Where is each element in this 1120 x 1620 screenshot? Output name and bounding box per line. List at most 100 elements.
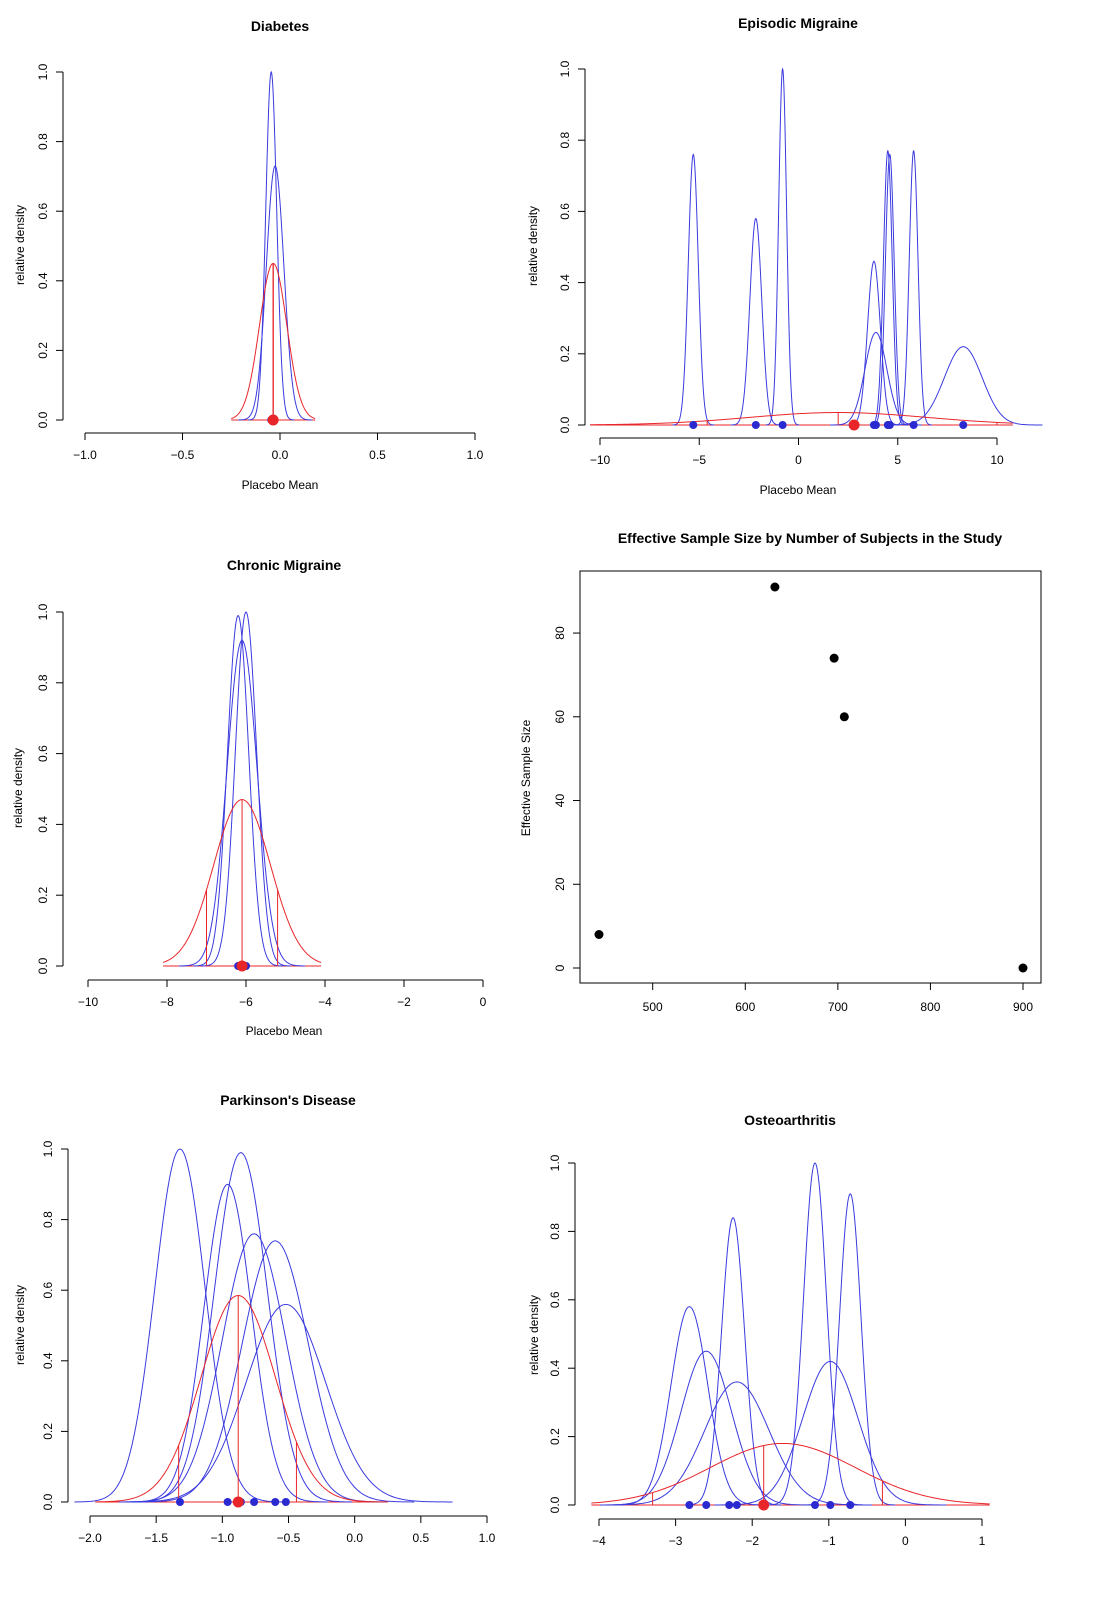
study-density-curve [201, 611, 291, 967]
x-tick-label: −10 [590, 453, 611, 467]
study-point [685, 1501, 694, 1509]
chart-effective-sample-size: Effective Sample Size by Number of Subje… [519, 530, 1042, 1014]
y-tick-label: 0.8 [548, 1223, 562, 1240]
study-density-curve [120, 1233, 388, 1503]
x-tick-label: −2 [745, 1534, 759, 1548]
x-tick-label: −10 [78, 995, 99, 1009]
study-density-curve [179, 639, 306, 967]
chart-title: Episodic Migraine [738, 15, 858, 31]
y-tick-label: 0.8 [41, 1211, 55, 1228]
study-density-curve [127, 1183, 328, 1503]
y-tick-label: 0.6 [548, 1291, 562, 1308]
x-tick-label: −1.0 [210, 1531, 234, 1545]
x-tick-label: −8 [160, 995, 174, 1009]
predictive-point [232, 1496, 244, 1508]
chart-episodic-migraine: Episodic Migraine Placebo Mean relative … [526, 15, 1043, 497]
plot-frame [579, 570, 1042, 984]
y-tick-label: 0.4 [558, 274, 572, 291]
y-tick-label: 0.2 [548, 1428, 562, 1445]
study-density-curve [119, 1303, 453, 1503]
study-point [885, 421, 894, 429]
y-tick-label: 0.4 [36, 816, 50, 833]
y-axis-label: relative density [13, 1285, 27, 1365]
chart-title: Effective Sample Size by Number of Subje… [618, 530, 1003, 546]
predictive-density-curve [95, 1295, 388, 1503]
study-density-curve [871, 153, 909, 426]
study-density-curve [730, 217, 781, 426]
x-tick-label: 0 [902, 1534, 909, 1548]
x-tick-label: 5 [894, 453, 901, 467]
x-tick-label: −0.5 [277, 1531, 301, 1545]
y-tick-label: 0.0 [558, 416, 572, 433]
y-tick-label: 0.2 [36, 887, 50, 904]
x-tick-label: −6 [239, 995, 253, 1009]
data-point [594, 930, 604, 940]
study-density-curve [805, 1193, 896, 1506]
predictive-density-curve [591, 1442, 990, 1505]
x-tick-label: 600 [735, 1000, 755, 1014]
study-density-curve [895, 149, 932, 426]
x-tick-label: 1.0 [479, 1531, 496, 1545]
x-tick-label: 500 [643, 1000, 663, 1014]
y-tick-label: 1.0 [41, 1140, 55, 1157]
x-tick-label: −5 [692, 453, 706, 467]
y-axis-label: relative density [13, 205, 27, 285]
y-tick-label: 0.8 [36, 674, 50, 691]
x-tick-label: 0.5 [412, 1531, 429, 1545]
y-tick-label: 0.6 [558, 203, 572, 220]
y-tick-label: 1.0 [548, 1154, 562, 1171]
x-tick-label: 10 [990, 453, 1004, 467]
study-density-curve [869, 149, 907, 426]
study-point [223, 1498, 232, 1506]
y-tick-label: 60 [553, 710, 567, 724]
x-tick-label: −4 [592, 1534, 606, 1548]
predictive-point [758, 1499, 770, 1511]
y-tick-label: 0.4 [36, 272, 50, 289]
study-density-curve [129, 1151, 353, 1503]
predictive-point [236, 960, 248, 972]
x-tick-label: 0.0 [346, 1531, 363, 1545]
y-tick-label: 0.6 [41, 1282, 55, 1299]
chart-title: Osteoarthritis [744, 1112, 836, 1128]
x-axis-label: Placebo Mean [760, 483, 837, 497]
study-density-curve [601, 1381, 872, 1506]
predictive-point [848, 419, 860, 431]
y-tick-label: 0.2 [36, 342, 50, 359]
data-point [770, 582, 780, 592]
y-tick-label: 80 [553, 626, 567, 640]
predictive-density-curve [590, 412, 1013, 426]
study-density-curve [136, 1240, 415, 1503]
x-tick-label: −1.0 [73, 448, 97, 462]
study-density-curve [765, 67, 800, 426]
predictive-point [267, 414, 279, 426]
x-tick-label: 800 [920, 1000, 940, 1014]
x-tick-label: 0 [795, 453, 802, 467]
chart-diabetes: Diabetes Placebo Mean relative density −… [13, 18, 484, 492]
study-point [689, 421, 698, 429]
y-tick-label: 20 [553, 877, 567, 891]
x-tick-label: −1.5 [144, 1531, 168, 1545]
chart-title: Diabetes [251, 18, 310, 34]
y-tick-label: 0.0 [41, 1493, 55, 1510]
chart-title: Parkinson's Disease [220, 1092, 356, 1108]
study-density-curve [612, 1306, 767, 1506]
x-tick-label: −3 [669, 1534, 683, 1548]
y-tick-label: 0.4 [41, 1352, 55, 1369]
y-tick-label: 0.0 [548, 1496, 562, 1513]
y-tick-label: 0.0 [36, 411, 50, 428]
study-density-curve [248, 70, 295, 421]
study-point [250, 1498, 259, 1506]
chart-chronic-migraine: Chronic Migraine Placebo Mean relative d… [11, 557, 487, 1038]
y-axis-label: relative density [11, 748, 25, 828]
y-tick-label: 1.0 [558, 60, 572, 77]
x-tick-label: 0 [480, 995, 487, 1009]
study-density-curve [830, 331, 922, 426]
study-density-curve [193, 614, 283, 967]
y-tick-label: 40 [553, 794, 567, 808]
study-density-curve [684, 1217, 782, 1506]
x-tick-label: 700 [828, 1000, 848, 1014]
study-point [271, 1498, 280, 1506]
x-tick-label: 1 [979, 1534, 986, 1548]
x-tick-label: −1 [822, 1534, 836, 1548]
